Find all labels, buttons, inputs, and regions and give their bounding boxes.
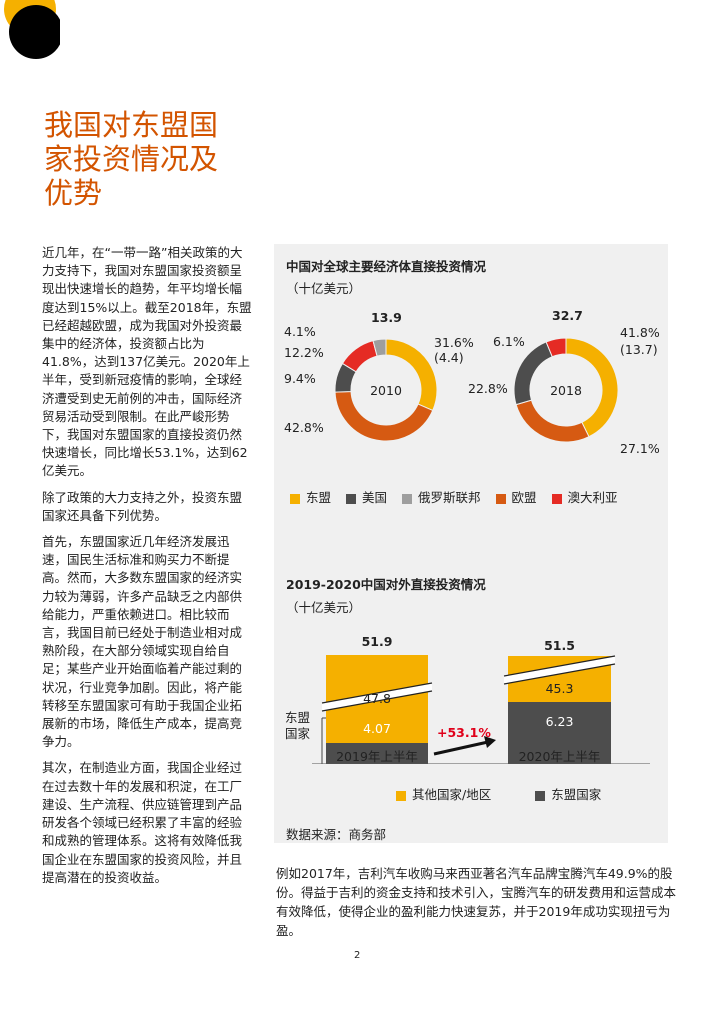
legend-swatch (346, 493, 356, 504)
donut-total: 32.7 (552, 308, 583, 323)
donut-slice (385, 338, 438, 412)
bracket-label: 东盟 国家 (285, 710, 311, 741)
slice-label: 27.1% (620, 441, 660, 456)
donut-charts: 2010 2018 (334, 337, 619, 443)
legend-swatch (402, 493, 412, 504)
axis-break-mark (322, 683, 432, 711)
legend-item: 美国 (346, 487, 387, 506)
paragraph: 其次，在制造业方面，我国企业经过在过去数十年的发展和积淀，在工厂建设、生产流程、… (42, 760, 243, 885)
legend-swatch (495, 493, 506, 504)
growth-arrow (433, 740, 489, 756)
bar-value: 6.23 (545, 714, 574, 729)
donut-center-label: 2010 (370, 383, 402, 398)
legend-item: 其他国家/地区 (396, 784, 491, 803)
slice-sub-label: (4.4) (434, 350, 464, 365)
donut-2010 (334, 338, 438, 442)
slice-label: 31.6% (434, 335, 474, 350)
bar-total: 51.9 (361, 634, 393, 649)
legend-item: 澳大利亚 (551, 487, 618, 506)
chart-title: 2019-2020中国对外直接投资情况 (286, 577, 486, 592)
bottom-paragraph: 例如2017年，吉利汽车收购马来西亚著名汽车品牌宝腾汽车49.9%的股份。得益于… (276, 866, 677, 938)
bar-segment-asean-2019 (326, 743, 428, 764)
bar-total: 51.5 (544, 638, 575, 653)
title-line: 我国对东盟国 (44, 108, 219, 142)
chart-panel: 中国对全球主要经济体直接投资情况 （十亿美元） 13.9 32.7 2010 2… (274, 244, 668, 843)
legend-swatch (396, 790, 406, 801)
title-line: 优势 (44, 176, 103, 210)
legend-item: 东盟 (290, 487, 331, 506)
donut-slice (515, 399, 590, 443)
chart-legend: 东盟 美国 俄罗斯联邦 欧盟 澳大利亚 (290, 487, 629, 506)
bar-chart (312, 655, 650, 764)
bar-segment-asean-2020 (508, 702, 611, 764)
page-title: 我国对东盟国 家投资情况及 优势 (44, 108, 274, 210)
bar-value: 47.8 (363, 691, 391, 706)
axis-break-mark (504, 656, 615, 684)
chart-legend: 其他国家/地区 东盟国家 (396, 784, 612, 803)
legend-item: 俄罗斯联邦 (402, 487, 481, 506)
slice-label: 4.1% (284, 324, 316, 339)
category-label: 2019年上半年 (336, 749, 418, 764)
slice-label: 6.1% (493, 334, 525, 349)
bar-value: 45.3 (545, 681, 574, 696)
corner-decoration (4, 0, 60, 59)
data-source: 数据来源：商务部 (286, 827, 387, 842)
paragraph: 除了政策的大力支持之外，投资东盟国家还具备下列优势。 (42, 489, 243, 523)
legend-swatch (535, 790, 546, 801)
growth-label: +53.1% (437, 725, 491, 740)
body-text-column: 近几年，在“一带一路”相关政策的大力支持下，我国对东盟国家投资额呈现出快速增长的… (42, 244, 254, 895)
slice-sub-label: (13.7) (620, 342, 658, 357)
legend-swatch (551, 493, 562, 504)
legend-item: 东盟国家 (535, 784, 601, 803)
chart-unit: （十亿美元） (286, 600, 362, 615)
title-line: 家投资情况及 (44, 142, 219, 176)
slice-label: 22.8% (468, 381, 508, 396)
paragraph: 首先，东盟国家近几年经济发展迅速，国民生活标准和购买力不断提高。然而，大多数东盟… (42, 534, 243, 750)
slice-label: 9.4% (284, 371, 316, 386)
donut-slice (545, 337, 567, 358)
chart-title: 中国对全球主要经济体直接投资情况 (286, 259, 487, 274)
donut-slice (513, 341, 553, 406)
slice-label: 42.8% (284, 420, 324, 435)
donut-center-label: 2018 (550, 383, 582, 398)
legend-item: 欧盟 (495, 487, 537, 506)
category-label: 2020年上半年 (518, 749, 601, 764)
paragraph: 近几年，在“一带一路”相关政策的大力支持下，我国对东盟国家投资额呈现出快速增长的… (42, 245, 252, 479)
bar-value: 4.07 (363, 721, 391, 736)
donut-total: 13.9 (371, 310, 402, 325)
donut-2018 (513, 337, 619, 443)
chart-unit: （十亿美元） (286, 281, 362, 296)
donut-slice (341, 340, 378, 373)
slice-label: 12.2% (284, 345, 324, 360)
slice-label: 41.8% (620, 325, 660, 340)
page-number: 2 (354, 950, 361, 961)
donut-slice (334, 390, 434, 442)
legend-swatch (290, 493, 300, 504)
donut-slice (372, 338, 387, 357)
